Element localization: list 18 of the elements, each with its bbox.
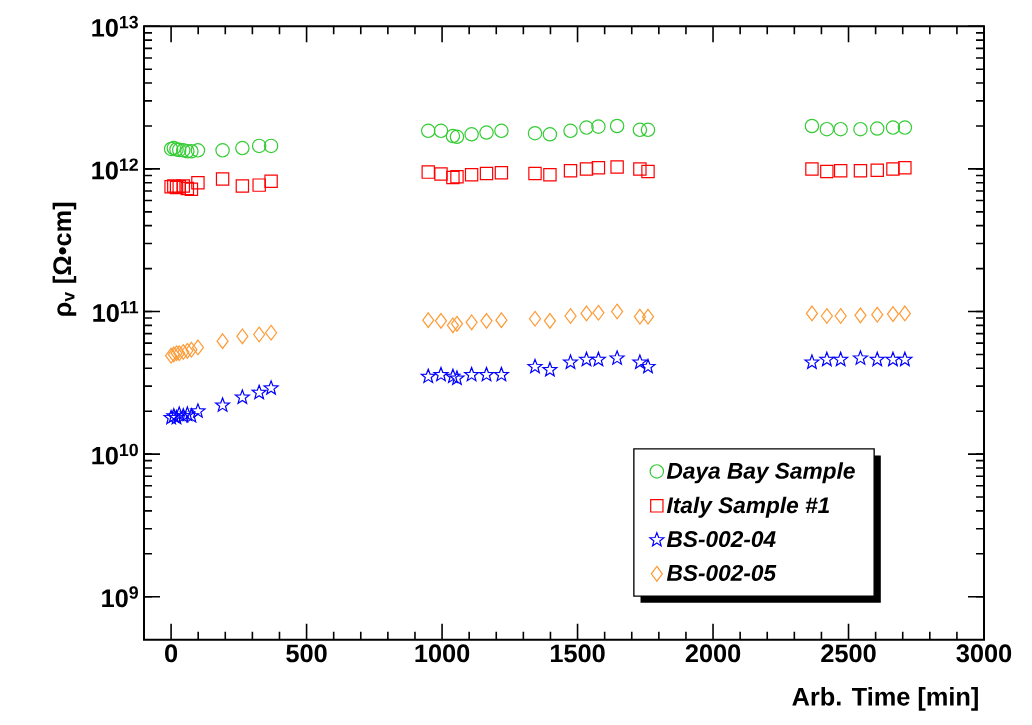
x-axis-title: Arb. Time [min] [792, 687, 978, 711]
y-tick-label: 10$^{13}$ [92, 15, 138, 37]
x-tick-label: 0 [165, 644, 178, 663]
x-tick-label: 1000 [415, 644, 470, 663]
x-tick-label: 1500 [550, 644, 605, 663]
y-tick-label: 10$^{9}$ [102, 586, 138, 608]
x-tick-label: 2000 [685, 644, 741, 663]
x-tick-label: 2500 [821, 644, 876, 663]
y-tick-label: 10$^{10}$ [92, 443, 138, 465]
legend-label: Italy Sample #1 [666, 496, 830, 518]
legend-label: BS-002-04 [666, 531, 776, 548]
legend-label: Daya Bay Sample [666, 462, 855, 484]
x-tick-label: 500 [286, 644, 327, 663]
y-tick-label: 10$^{11}$ [93, 301, 139, 322]
y-axis-title: ρ$_{v}$ [Ω•cm] [52, 202, 77, 316]
legend-label: BS-002-05 [666, 564, 777, 581]
x-tick-label: 3000 [956, 644, 1012, 663]
y-tick-label: 10$^{12}$ [92, 158, 138, 180]
